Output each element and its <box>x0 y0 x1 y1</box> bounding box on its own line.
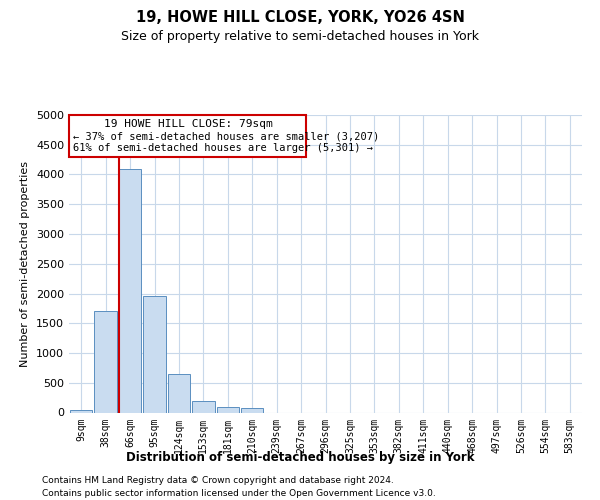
Text: 19 HOWE HILL CLOSE: 79sqm: 19 HOWE HILL CLOSE: 79sqm <box>104 118 272 128</box>
Bar <box>94 312 117 412</box>
Bar <box>119 168 142 412</box>
Text: ← 37% of semi-detached houses are smaller (3,207): ← 37% of semi-detached houses are smalle… <box>73 131 379 141</box>
Y-axis label: Number of semi-detached properties: Number of semi-detached properties <box>20 161 31 367</box>
Text: Size of property relative to semi-detached houses in York: Size of property relative to semi-detach… <box>121 30 479 43</box>
FancyBboxPatch shape <box>70 115 307 157</box>
Bar <box>70 410 92 412</box>
Bar <box>192 400 215 412</box>
Bar <box>167 374 190 412</box>
Text: Distribution of semi-detached houses by size in York: Distribution of semi-detached houses by … <box>126 451 474 464</box>
Text: Contains HM Land Registry data © Crown copyright and database right 2024.: Contains HM Land Registry data © Crown c… <box>42 476 394 485</box>
Bar <box>217 406 239 412</box>
Text: 61% of semi-detached houses are larger (5,301) →: 61% of semi-detached houses are larger (… <box>73 143 373 153</box>
Text: Contains public sector information licensed under the Open Government Licence v3: Contains public sector information licen… <box>42 489 436 498</box>
Bar <box>241 408 263 412</box>
Text: 19, HOWE HILL CLOSE, YORK, YO26 4SN: 19, HOWE HILL CLOSE, YORK, YO26 4SN <box>136 10 464 25</box>
Bar <box>143 296 166 412</box>
